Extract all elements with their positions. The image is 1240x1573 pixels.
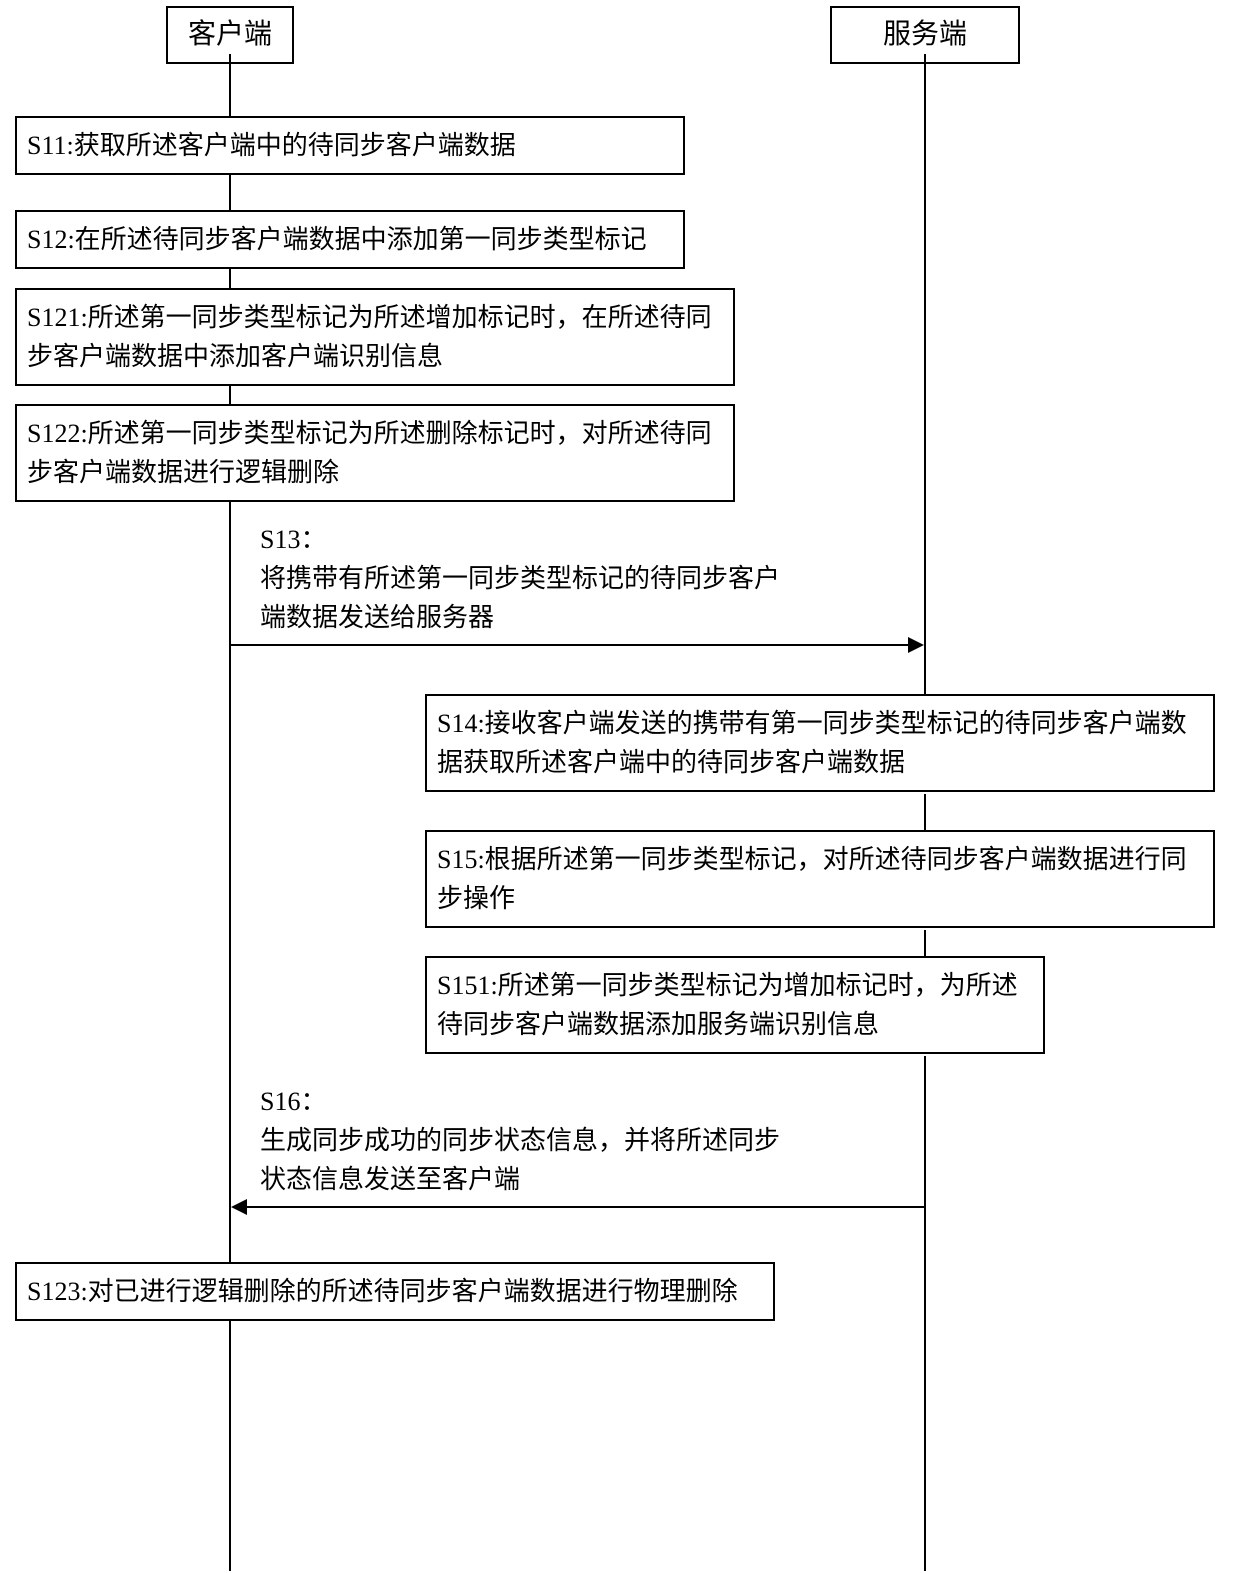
server-lifeline: [924, 1056, 926, 1571]
client-lifeline: [229, 502, 231, 1262]
box-s121: S121:所述第一同步类型标记为所述增加标记时，在所述待同步客户端数据中添加客户…: [15, 288, 735, 386]
s122-text: S122:所述第一同步类型标记为所述删除标记时，对所述待同步客户端数据进行逻辑删…: [27, 419, 712, 487]
client-label: 客户端: [188, 19, 272, 50]
s13-body: 将携带有所述第一同步类型标记的待同步客户端数据发送给服务器: [260, 559, 780, 637]
client-lifeline: [229, 386, 231, 404]
box-s123: S123:对已进行逻辑删除的所述待同步客户端数据进行物理删除: [15, 1262, 775, 1321]
box-s122: S122:所述第一同步类型标记为所述删除标记时，对所述待同步客户端数据进行逻辑删…: [15, 404, 735, 502]
box-s151: S151:所述第一同步类型标记为增加标记时，为所述待同步客户端数据添加服务端识别…: [425, 956, 1045, 1054]
client-lifeline: [229, 54, 231, 116]
s16-label: S16：: [260, 1082, 780, 1121]
s151-text: S151:所述第一同步类型标记为增加标记时，为所述待同步客户端数据添加服务端识别…: [437, 971, 1018, 1039]
s13-label: S13：: [260, 520, 780, 559]
arrow-s16-line: [246, 1206, 926, 1208]
box-s14: S14:接收客户端发送的携带有第一同步类型标记的待同步客户端数据获取所述客户端中…: [425, 694, 1215, 792]
arrow-s16-head: [231, 1199, 247, 1215]
s11-text: S11:获取所述客户端中的待同步客户端数据: [27, 131, 516, 160]
s12-text: S12:在所述待同步客户端数据中添加第一同步类型标记: [27, 225, 647, 254]
server-lifeline: [924, 54, 926, 694]
message-s16: S16： 生成同步成功的同步状态信息，并将所述同步状态信息发送至客户端: [260, 1082, 780, 1199]
box-s11: S11:获取所述客户端中的待同步客户端数据: [15, 116, 685, 175]
s15-text: S15:根据所述第一同步类型标记，对所述待同步客户端数据进行同步操作: [437, 845, 1187, 913]
s14-text: S14:接收客户端发送的携带有第一同步类型标记的待同步客户端数据获取所述客户端中…: [437, 709, 1187, 777]
s16-body: 生成同步成功的同步状态信息，并将所述同步状态信息发送至客户端: [260, 1121, 780, 1199]
box-s15: S15:根据所述第一同步类型标记，对所述待同步客户端数据进行同步操作: [425, 830, 1215, 928]
s123-text: S123:对已进行逻辑删除的所述待同步客户端数据进行物理删除: [27, 1277, 738, 1306]
server-lifeline: [924, 930, 926, 956]
server-lifeline: [924, 794, 926, 830]
s121-text: S121:所述第一同步类型标记为所述增加标记时，在所述待同步客户端数据中添加客户…: [27, 303, 712, 371]
sequence-diagram: 客户端 服务端 S11:获取所述客户端中的待同步客户端数据 S12:在所述待同步…: [0, 0, 1240, 1573]
arrow-s13-line: [231, 644, 911, 646]
box-s12: S12:在所述待同步客户端数据中添加第一同步类型标记: [15, 210, 685, 269]
client-lifeline: [229, 1316, 231, 1571]
message-s13: S13： 将携带有所述第一同步类型标记的待同步客户端数据发送给服务器: [260, 520, 780, 637]
arrow-s13-head: [908, 637, 924, 653]
server-label: 服务端: [883, 19, 967, 50]
